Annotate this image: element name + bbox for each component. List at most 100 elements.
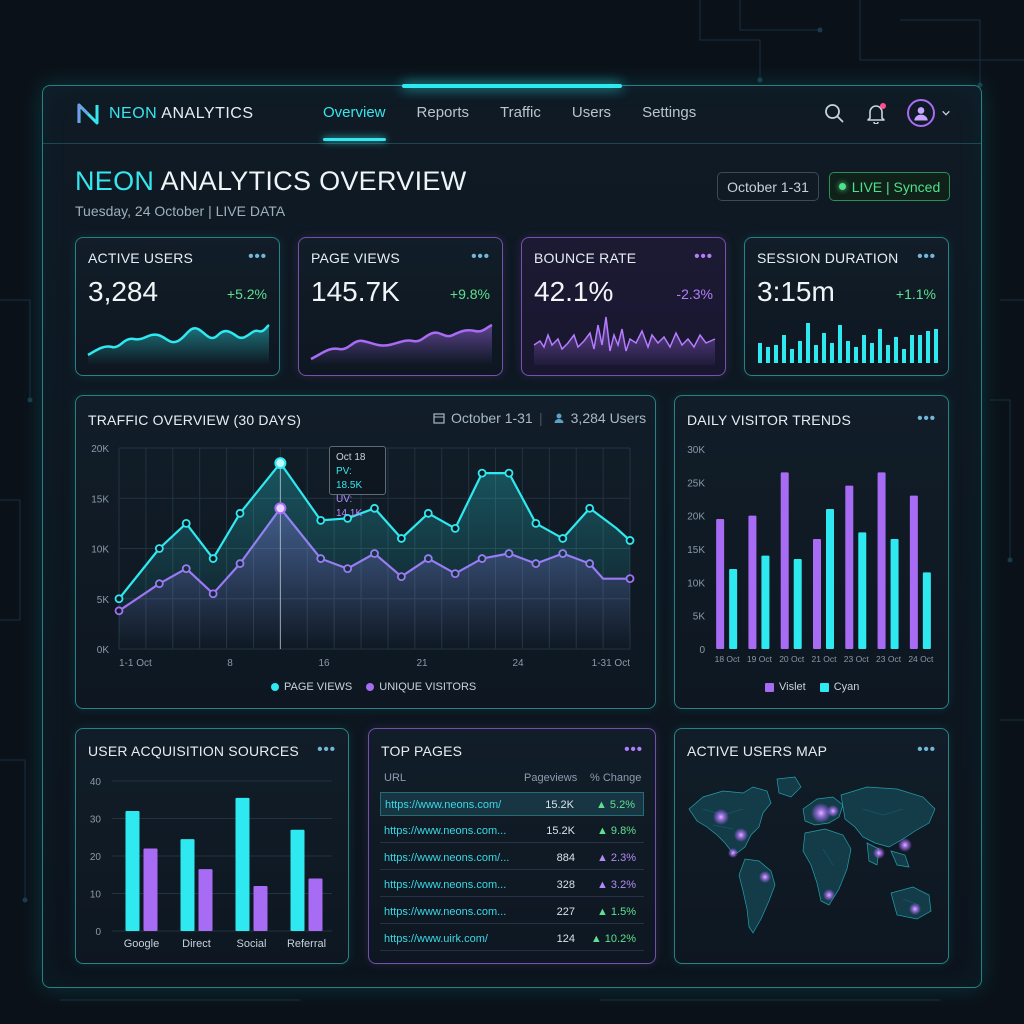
legend-item-vislet[interactable]: Vislet xyxy=(765,681,806,693)
row-url[interactable]: https://www.neons.com... xyxy=(384,825,507,837)
more-options-icon[interactable]: ••• xyxy=(624,741,643,758)
column-header-change[interactable]: % Change xyxy=(590,772,642,784)
world-map[interactable] xyxy=(683,769,943,959)
user-hotspot[interactable] xyxy=(734,828,748,842)
bar-secondary xyxy=(143,848,158,931)
live-status-badge[interactable]: LIVE | Synced xyxy=(829,172,950,201)
column-header-pageviews[interactable]: Pageviews xyxy=(524,772,578,784)
chart-tooltip: Oct 18 PV: 18.5K UV: 14.1K xyxy=(329,446,386,519)
traffic-date-range[interactable]: October 1-31 xyxy=(433,410,533,426)
legend-item-page-views[interactable]: PAGE VIEWS xyxy=(271,681,352,693)
more-options-icon[interactable]: ••• xyxy=(471,248,490,265)
user-hotspot[interactable] xyxy=(728,848,738,858)
nav-reports[interactable]: Reports xyxy=(416,104,470,121)
top-pages-panel: TOP PAGES ••• xyxy=(368,728,656,964)
x-tick-label: 21 Oct xyxy=(811,654,837,664)
more-options-icon[interactable]: ••• xyxy=(248,248,267,265)
user-hotspot[interactable] xyxy=(759,871,771,883)
row-url[interactable]: https://www.neons.com... xyxy=(384,879,507,891)
table-row[interactable]: https://www.neons.com/... 884 ▲ 2.3% xyxy=(380,846,644,870)
more-options-icon[interactable]: ••• xyxy=(917,410,936,427)
user-hotspot[interactable] xyxy=(898,838,912,852)
nav-settings[interactable]: Settings xyxy=(642,104,697,121)
kpi-title: PAGE VIEWS xyxy=(311,250,400,266)
table-row[interactable]: https://www.neons.com... 227 ▲ 1.5% xyxy=(380,900,644,924)
kpi-delta: +5.2% xyxy=(226,286,267,302)
x-tick-label: Direct xyxy=(182,938,211,950)
kpi-card-session-duration[interactable]: SESSION DURATION ••• 3:15m +1.1% xyxy=(744,237,949,376)
kpi-card-page-views[interactable]: PAGE VIEWS ••• 145.7K +9.8% xyxy=(298,237,503,376)
nav-overview[interactable]: Overview xyxy=(323,104,386,141)
user-hotspot[interactable] xyxy=(827,805,839,817)
bar-vislet xyxy=(780,472,789,649)
table-row[interactable]: https://www.neons.com... 15.2K ▲ 9.8% xyxy=(380,819,644,843)
user-hotspot[interactable] xyxy=(811,803,831,823)
bar-cyan xyxy=(729,569,738,649)
hover-point-page-views xyxy=(274,457,287,470)
legend-label: UNIQUE VISITORS xyxy=(379,681,477,693)
kpi-value: 145.7K xyxy=(311,276,400,307)
page-views-point xyxy=(154,544,164,553)
tooltip-uv: UV: 14.1K xyxy=(336,494,363,519)
nav-traffic[interactable]: Traffic xyxy=(500,104,541,121)
user-acquisition-panel: USER ACQUISITION SOURCES ••• 0 10 20 30 40 Go… xyxy=(75,728,349,964)
page-views-point xyxy=(558,534,568,543)
user-hotspot[interactable] xyxy=(909,903,921,915)
traffic-legend: PAGE VIEWS UNIQUE VISITORS xyxy=(271,681,476,693)
page-title-rest: ANALYTICS OVERVIEW xyxy=(154,166,467,196)
page-views-area xyxy=(119,463,630,649)
user-hotspot[interactable] xyxy=(713,809,729,825)
traffic-overview-panel: TRAFFIC OVERVIEW (30 DAYS) October 1-31 … xyxy=(75,395,656,709)
table-row[interactable]: https://www.neons.com/15.2K ▲ 5.2% xyxy=(380,792,644,816)
kpi-card-active-users[interactable]: ACTIVE USERS ••• 3,284 +5.2% xyxy=(75,237,280,376)
more-options-icon[interactable]: ••• xyxy=(694,248,713,265)
table-row[interactable]: https://www.neons.com... 328 ▲ 3.2% xyxy=(380,873,644,897)
brand-highlight: NEON xyxy=(109,105,158,122)
frame-glow-accent xyxy=(402,84,622,88)
x-tick-label: 23 Oct xyxy=(876,654,902,664)
x-tick-label: 16 xyxy=(318,658,330,669)
kpi-card-bounce-rate[interactable]: BOUNCE RATE ••• 42.1% -2.3% xyxy=(521,237,726,376)
legend-item-unique-visitors[interactable]: UNIQUE VISITORS xyxy=(366,681,476,693)
page-views-point xyxy=(343,513,353,523)
legend-swatch xyxy=(366,683,375,691)
row-url[interactable]: https://www.neons.com/ xyxy=(385,799,502,811)
bar-vislet xyxy=(813,539,821,649)
row-url[interactable]: https://www.neons.com... xyxy=(384,906,507,918)
y-tick-label: 30K xyxy=(687,445,705,456)
y-tick-label: 0 xyxy=(95,927,101,938)
legend-item-cyan[interactable]: Cyan xyxy=(819,681,859,693)
page-views-point xyxy=(370,503,379,513)
row-pageviews: 15.2K xyxy=(546,825,575,837)
column-header-url[interactable]: URL xyxy=(384,772,407,784)
user-hotspot[interactable] xyxy=(823,889,835,901)
kpi-delta: -2.3% xyxy=(676,286,713,302)
active-users-map-panel: ACTIVE USERS MAP ••• xyxy=(674,728,949,964)
user-hotspot[interactable] xyxy=(873,847,885,859)
notification-badge xyxy=(880,103,886,109)
y-tick-label: 15K xyxy=(91,494,109,505)
app-logo[interactable]: NEON ANALYTICS xyxy=(75,101,254,127)
user-menu[interactable] xyxy=(907,99,951,127)
hover-point-unique-visitors xyxy=(274,502,287,515)
row-url[interactable]: https://www.neons.com/... xyxy=(384,852,510,864)
nav-users[interactable]: Users xyxy=(571,104,612,121)
page-views-line xyxy=(118,462,631,600)
table-row[interactable]: https://www.uirk.com/124 ▲ 10.2% xyxy=(380,927,644,951)
legend-label: Vislet xyxy=(779,681,806,693)
acquisition-bar-chart: 0 10 20 30 40 Google Direct Social Referral xyxy=(90,777,332,950)
notifications-button[interactable] xyxy=(865,102,887,125)
bar-secondary xyxy=(308,878,323,931)
more-options-icon[interactable]: ••• xyxy=(317,741,336,758)
date-range-selector[interactable]: October 1-31 xyxy=(717,172,819,201)
bar-cyan xyxy=(826,509,834,649)
y-tick-label: 5K xyxy=(693,612,706,623)
more-options-icon[interactable]: ••• xyxy=(917,248,936,265)
daily-bar-chart: 0 5K 10K 15K 20K 25K 30K 18 Oct 19 Oct 20 Oct 21 O… xyxy=(687,445,934,664)
more-options-icon[interactable]: ••• xyxy=(917,741,936,758)
x-tick-label: 24 Oct xyxy=(908,654,934,664)
kpi-sparkline-bounce-rate xyxy=(533,316,716,365)
row-url[interactable]: https://www.uirk.com/ xyxy=(384,933,488,945)
bar-cyan xyxy=(793,559,802,649)
search-icon[interactable] xyxy=(823,102,845,124)
